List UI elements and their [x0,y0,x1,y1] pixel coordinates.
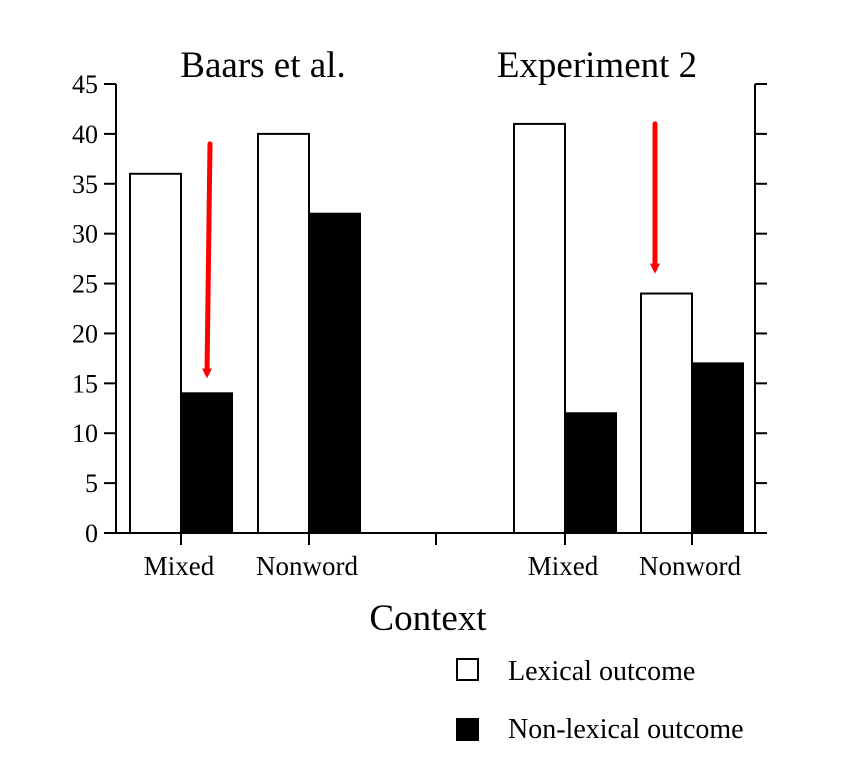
y-tick-label: 5 [85,469,98,498]
legend-swatch-lexical [456,658,479,681]
y-tick-label: 35 [72,170,98,199]
group-titles: Baars et al. Experiment 2 [180,45,697,86]
bar-lexical-0-1 [257,132,310,534]
y-tick-label: 20 [72,319,98,348]
annotation-arrows [202,121,660,379]
bar-lexical-1-0 [513,122,566,535]
y-tick-label: 0 [85,519,98,548]
category-label-mixed: Mixed [528,551,599,581]
bar-non-lexical-0-0 [180,392,233,534]
legend-label-non-lexical: Non-lexical outcome [508,714,744,745]
bars [129,122,744,535]
category-labels: Mixed Nonword Mixed Nonword [144,551,742,581]
y-tick-label: 15 [72,369,98,398]
bar-non-lexical-1-1 [691,362,744,534]
y-tick-label: 30 [72,220,98,249]
category-label-mixed: Mixed [144,551,215,581]
group-title-experiment-2: Experiment 2 [497,45,697,86]
bar-non-lexical-0-1 [308,212,361,534]
y-tick-label: 45 [72,70,98,99]
x-axis-label: Context [369,598,487,639]
group-title-baars: Baars et al. [180,45,345,86]
category-label-nonword: Nonword [639,551,741,581]
axes: 0 5 10 15 20 25 30 35 40 45 [72,70,767,548]
red-arrow-0 [202,141,213,379]
legend: Lexical outcome Non-lexical outcome [456,656,744,745]
y-tick-label: 40 [72,120,98,149]
category-label-nonword: Nonword [256,551,358,581]
bar-lexical-0-0 [129,172,182,535]
bar-lexical-1-1 [640,292,693,534]
y-tick-label: 25 [72,270,98,299]
legend-label-lexical: Lexical outcome [508,656,695,687]
bar-non-lexical-1-0 [564,412,617,534]
legend-swatch-non-lexical [456,718,479,741]
y-tick-label: 10 [72,419,98,448]
